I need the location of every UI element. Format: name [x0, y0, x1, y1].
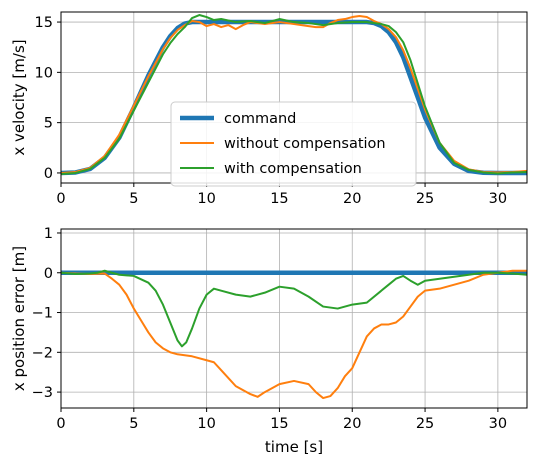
position-error-xtick-label: 25 [416, 416, 434, 432]
position-error-xtick-label: 10 [197, 416, 215, 432]
position-error-ytick-label: −3 [32, 385, 53, 401]
position-error-xtick-label: 0 [56, 416, 65, 432]
velocity-xtick-label: 15 [270, 191, 288, 207]
position-error-ytick-label: −1 [32, 306, 53, 322]
position-error-xtick-label: 15 [270, 416, 288, 432]
position-error-xlabel: time [s] [265, 438, 323, 456]
velocity-xtick-label: 20 [343, 191, 361, 207]
legend: command without compensation with compen… [170, 101, 417, 187]
position-error-ytick-label: 0 [44, 266, 53, 282]
position-error-xtick-label: 5 [129, 416, 138, 432]
velocity-xtick-label: 25 [416, 191, 434, 207]
velocity-ylabel: x velocity [m/s] [10, 39, 28, 155]
legend-label-command: command [224, 111, 296, 127]
position-error-ytick-label: 1 [44, 226, 53, 242]
position-error-ylabel: x position error [m] [10, 246, 28, 391]
position-error-ytick-label: −2 [32, 345, 53, 361]
position-error-series-with [61, 269, 527, 348]
position-error-frame [60, 228, 528, 409]
velocity-ytick-label: 10 [35, 65, 53, 81]
position-error-xtick-label: 30 [489, 416, 507, 432]
velocity-series-without [61, 15, 527, 174]
velocity-ytick-label: 0 [44, 166, 53, 182]
velocity-ytick-label: 5 [44, 116, 53, 132]
legend-label-without: without compensation [224, 136, 386, 152]
velocity-xtick-label: 5 [129, 191, 138, 207]
legend-label-with: with compensation [224, 161, 362, 177]
velocity-xtick-label: 30 [489, 191, 507, 207]
legend-box [170, 101, 417, 187]
velocity-panel: 0 5 10 15 20 25 30 0 5 10 15 x velocity [m/s] [10, 11, 528, 207]
velocity-ytick-label: 15 [35, 15, 53, 31]
velocity-xtick-label: 0 [56, 191, 65, 207]
position-error-xtick-label: 20 [343, 416, 361, 432]
position-error-series-without [61, 269, 527, 400]
velocity-series-with [61, 14, 527, 175]
velocity-xtick-label: 10 [197, 191, 215, 207]
